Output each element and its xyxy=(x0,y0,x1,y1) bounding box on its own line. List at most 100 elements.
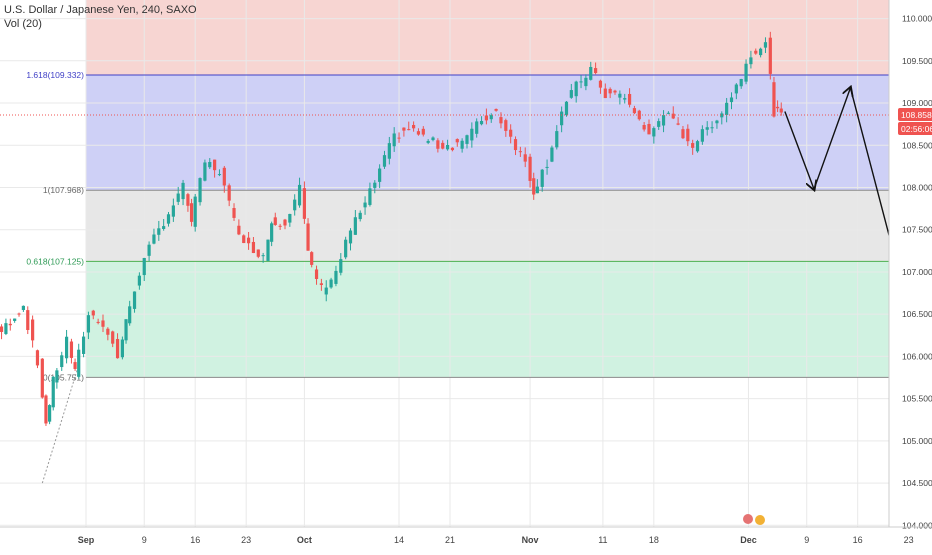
candle-body xyxy=(302,188,306,219)
candle-body xyxy=(555,131,559,148)
candle-body xyxy=(368,188,372,205)
projection-arrow-0[interactable] xyxy=(784,111,814,189)
candle-body xyxy=(186,194,190,206)
candle-body xyxy=(691,143,695,148)
candle-body xyxy=(594,68,598,73)
candle-body xyxy=(579,81,583,83)
candle-body xyxy=(40,358,44,398)
candle-body xyxy=(344,239,348,258)
candle-body xyxy=(657,121,661,127)
candle-body xyxy=(73,362,77,369)
candle-body xyxy=(618,93,622,98)
x-tick-label: 18 xyxy=(649,535,659,545)
countdown-value: 02:56:06 xyxy=(901,124,932,134)
candle-body xyxy=(91,310,95,316)
y-tick-label: 106.000 xyxy=(902,351,932,361)
candle-body xyxy=(270,223,274,242)
candle-body xyxy=(297,184,302,206)
candle-body xyxy=(479,120,484,125)
candle-body xyxy=(623,98,627,100)
x-tick-label: 9 xyxy=(142,535,147,545)
candle-body xyxy=(720,113,724,118)
y-tick-label: 108.000 xyxy=(902,182,932,192)
candle-body xyxy=(203,162,207,181)
fib-label-1: 1(107.968) xyxy=(43,185,84,195)
candle-body xyxy=(402,127,406,131)
projection-arrow-1[interactable] xyxy=(813,88,850,190)
candle-body xyxy=(60,355,64,368)
candle-body xyxy=(666,112,670,114)
candle-body xyxy=(455,139,459,143)
candle-body xyxy=(647,123,651,135)
price-axis-bg xyxy=(889,0,932,550)
x-tick-label: Nov xyxy=(522,535,539,545)
candle-body xyxy=(695,141,700,152)
candle-body xyxy=(749,57,753,65)
candle-body xyxy=(69,341,74,358)
candle-body xyxy=(251,241,256,254)
candle-body xyxy=(21,305,25,310)
candle-body xyxy=(725,102,729,115)
candle-body xyxy=(397,137,401,139)
y-tick-label: 105.000 xyxy=(902,436,932,446)
candle-body xyxy=(759,48,763,56)
candle-body xyxy=(392,133,396,147)
candle-body xyxy=(222,167,226,186)
candle-body xyxy=(217,174,222,176)
candle-body xyxy=(171,205,175,217)
last-price-badge xyxy=(898,108,932,122)
candle-body xyxy=(51,376,55,408)
candle-body xyxy=(137,275,141,286)
candle-body xyxy=(598,80,603,88)
candle-body xyxy=(176,193,180,202)
candle-body xyxy=(564,101,569,116)
symbol-title: U.S. Dollar / Japanese Yen, 240, SAXO xyxy=(4,4,197,16)
candle-body xyxy=(208,161,212,168)
candle-body xyxy=(603,88,607,99)
candle-body xyxy=(569,90,573,98)
candle-body xyxy=(470,128,474,141)
x-tick-label: Dec xyxy=(740,535,757,545)
x-tick-label: 21 xyxy=(445,535,455,545)
candle-body xyxy=(378,168,382,182)
candle-body xyxy=(739,79,743,87)
y-tick-label: 109.500 xyxy=(902,56,932,66)
candle-body xyxy=(523,154,527,162)
candle-body xyxy=(181,182,185,200)
candle-body xyxy=(484,115,488,121)
candle-body xyxy=(348,230,353,244)
candle-body xyxy=(671,113,675,119)
candle-body xyxy=(509,129,513,137)
candle-body xyxy=(734,84,738,94)
candle-body xyxy=(550,147,554,162)
candle-body xyxy=(574,81,578,97)
candle-body xyxy=(17,313,21,315)
x-tick-label: 23 xyxy=(241,535,251,545)
candle-body xyxy=(55,370,59,383)
candle-body xyxy=(314,269,319,280)
candle-body xyxy=(436,140,440,149)
candle-body xyxy=(142,257,146,276)
x-tick-label: Oct xyxy=(297,535,312,545)
candle-body xyxy=(676,123,680,125)
candle-body xyxy=(535,186,539,194)
candle-body xyxy=(246,237,251,244)
candle-body xyxy=(152,234,156,244)
candle-body xyxy=(86,315,91,333)
fib-band-2 xyxy=(86,190,889,262)
countdown-badge xyxy=(898,122,932,136)
candle-body xyxy=(273,217,277,225)
candle-body xyxy=(283,219,287,226)
candle-body xyxy=(613,90,617,93)
candle-body xyxy=(256,249,260,257)
candle-body xyxy=(768,37,772,74)
candle-body xyxy=(608,88,612,94)
candle-body xyxy=(465,135,469,144)
candle-body xyxy=(532,178,536,195)
y-tick-label: 107.500 xyxy=(902,225,932,235)
candle-body xyxy=(189,203,194,222)
candle-body xyxy=(416,131,421,135)
candle-body xyxy=(310,252,314,265)
